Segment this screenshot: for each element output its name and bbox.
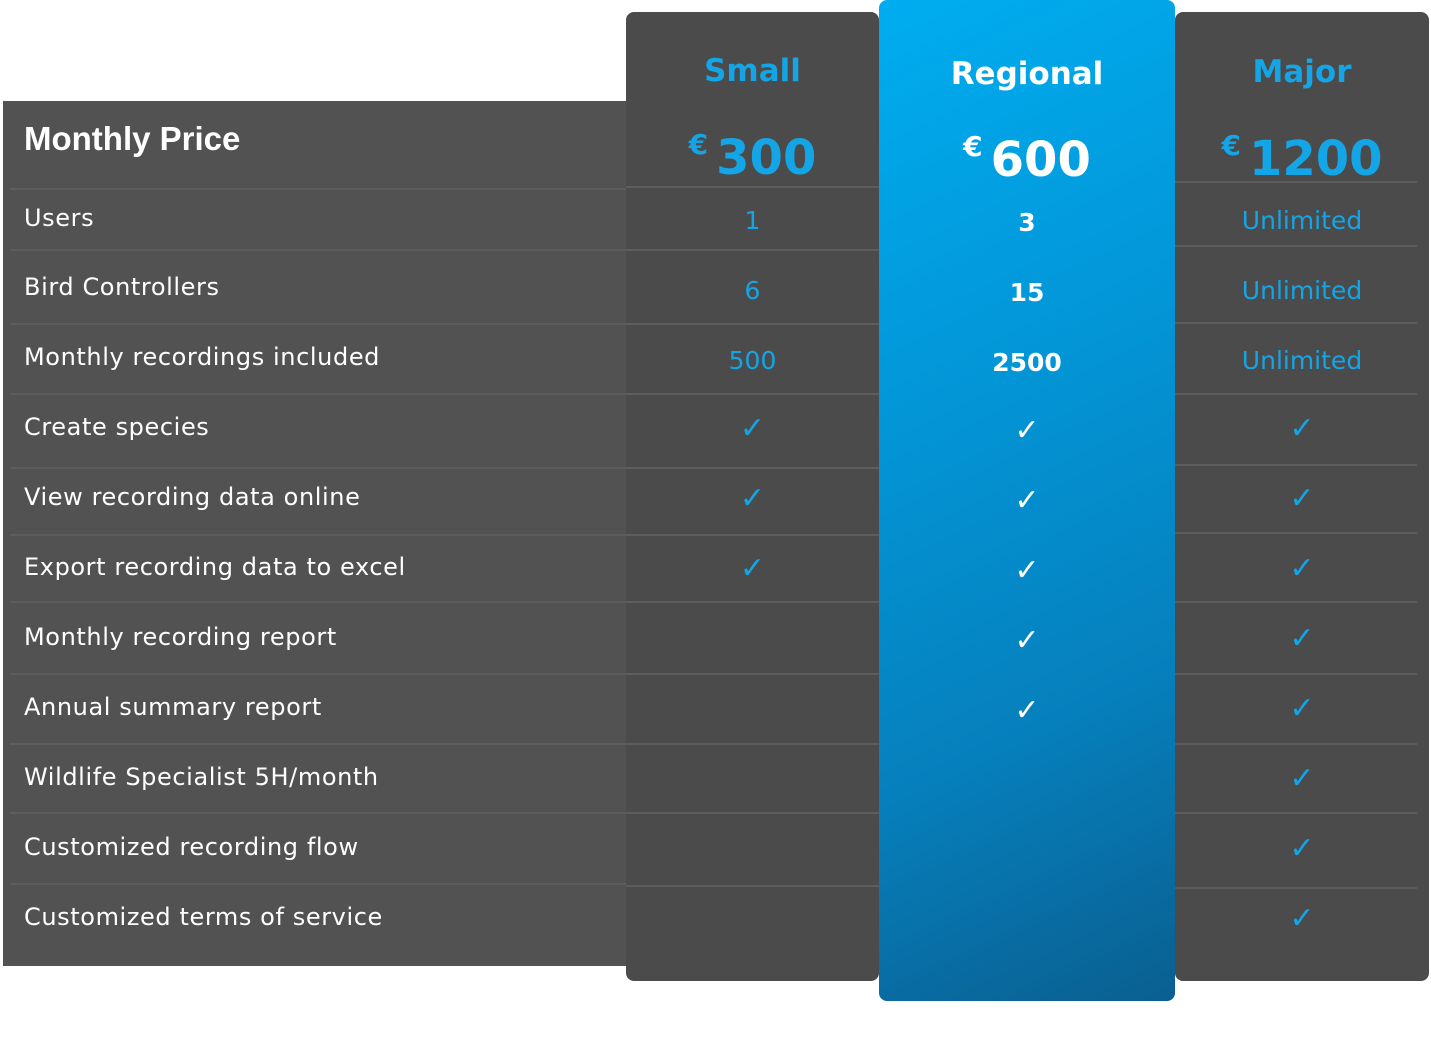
row-divider: [1175, 181, 1417, 183]
plan-column-small: Small €300 1 6 500 ✓ ✓ ✓: [626, 12, 879, 981]
row-divider: [1175, 464, 1417, 466]
feature-label-view-recording-data: View recording data online: [24, 483, 361, 511]
check-icon: ✓: [739, 411, 766, 446]
row-divider: [626, 885, 879, 887]
feature-label-customized-recording-flow: Customized recording flow: [24, 833, 359, 861]
cell-small-bird-controllers: 6: [744, 276, 761, 305]
check-icon: ✓: [1014, 623, 1040, 658]
check-icon: ✓: [1289, 761, 1315, 796]
row-divider: [10, 743, 626, 745]
price-amount: 1200: [1248, 131, 1383, 187]
row-divider: [10, 393, 626, 395]
plan-price-regional: €600: [879, 120, 1175, 198]
check-icon: ✓: [1289, 691, 1315, 726]
plan-price-major: €1200: [1175, 119, 1429, 197]
row-divider: [10, 534, 626, 536]
row-divider: [626, 743, 879, 745]
row-divider: [10, 188, 626, 190]
row-divider: [626, 812, 879, 814]
currency-symbol: €: [1221, 129, 1241, 162]
check-icon: ✓: [1014, 553, 1040, 588]
row-divider: [626, 601, 879, 603]
row-divider: [10, 673, 626, 675]
feature-label-users: Users: [24, 204, 95, 232]
row-divider: [1175, 887, 1417, 889]
monthly-price-heading: Monthly Price: [24, 120, 241, 157]
feature-label-bird-controllers: Bird Controllers: [24, 273, 220, 301]
feature-label-wildlife-specialist: Wildlife Specialist 5H/month: [24, 763, 379, 791]
cell-small-users: 1: [744, 206, 761, 235]
check-icon: ✓: [739, 481, 766, 516]
plan-name-regional: Regional: [950, 56, 1104, 92]
check-icon: ✓: [1014, 413, 1040, 448]
row-divider: [626, 534, 879, 536]
row-divider: [1175, 812, 1417, 814]
row-divider: [1175, 532, 1417, 534]
cell-small-monthly-recordings: 500: [728, 346, 777, 375]
feature-label-monthly-recordings: Monthly recordings included: [24, 343, 381, 371]
row-divider: [1175, 393, 1417, 395]
currency-symbol: €: [963, 130, 983, 163]
feature-label-export-recording-data: Export recording data to excel: [24, 553, 406, 581]
currency-symbol: €: [688, 128, 709, 161]
check-icon: ✓: [1014, 483, 1040, 518]
feature-label-create-species: Create species: [24, 413, 210, 441]
check-icon: ✓: [1289, 831, 1315, 866]
row-divider: [626, 249, 879, 251]
feature-panel: [3, 101, 643, 966]
cell-major-users: Unlimited: [1241, 206, 1363, 235]
cell-regional-users: 3: [1018, 208, 1036, 237]
row-divider: [1175, 322, 1417, 324]
price-amount: 300: [716, 130, 817, 186]
row-divider: [626, 323, 879, 325]
row-divider: [10, 467, 626, 469]
plan-price-small: €300: [626, 118, 879, 196]
check-icon: ✓: [1289, 411, 1315, 446]
cell-major-bird-controllers: Unlimited: [1241, 276, 1363, 305]
check-icon: ✓: [1289, 551, 1315, 586]
row-divider: [1175, 245, 1417, 247]
cell-regional-bird-controllers: 15: [1009, 278, 1045, 307]
row-divider: [10, 323, 626, 325]
row-divider: [10, 883, 626, 885]
plan-column-regional: Regional €600 3 15 2500 ✓ ✓ ✓ ✓ ✓: [879, 0, 1175, 1001]
row-divider: [10, 249, 626, 251]
row-divider: [1175, 673, 1417, 675]
row-divider: [626, 393, 879, 395]
plan-column-major: Major €1200 Unlimited Unlimited Unlimite…: [1175, 12, 1429, 981]
row-divider: [10, 601, 626, 603]
check-icon: ✓: [1289, 621, 1315, 656]
row-divider: [1175, 743, 1417, 745]
check-icon: ✓: [1014, 693, 1040, 728]
plan-name-small: Small: [704, 53, 801, 89]
row-divider: [626, 467, 879, 469]
row-divider: [626, 186, 879, 188]
check-icon: ✓: [739, 551, 766, 586]
check-icon: ✓: [1289, 481, 1315, 516]
feature-label-annual-summary-report: Annual summary report: [24, 693, 322, 721]
feature-label-customized-terms: Customized terms of service: [24, 903, 383, 931]
row-divider: [10, 812, 626, 814]
price-amount: 600: [990, 132, 1091, 188]
check-icon: ✓: [1289, 901, 1315, 936]
feature-label-monthly-recording-report: Monthly recording report: [24, 623, 337, 651]
plan-name-major: Major: [1252, 54, 1352, 90]
row-divider: [1175, 601, 1417, 603]
cell-major-monthly-recordings: Unlimited: [1241, 346, 1363, 375]
cell-regional-monthly-recordings: 2500: [992, 348, 1062, 377]
row-divider: [626, 673, 879, 675]
